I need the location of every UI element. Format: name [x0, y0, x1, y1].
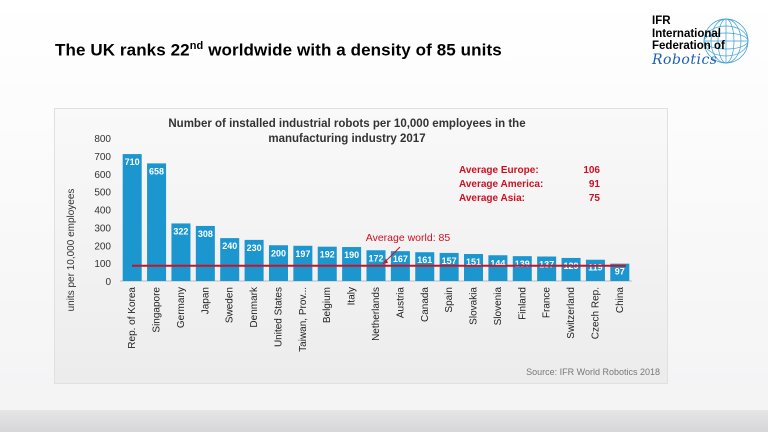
category-label: Czech Rep.	[590, 287, 601, 339]
bar	[488, 255, 508, 281]
average-asia-label: Average Asia:	[459, 193, 525, 204]
bar-value-label: 137	[539, 260, 554, 270]
category-label: Taiwan, Prov...	[298, 287, 309, 352]
bar	[561, 257, 581, 281]
bar-value-label: 240	[222, 241, 237, 251]
logo-federation: Federation of	[652, 40, 725, 52]
category-label: United States	[273, 287, 284, 347]
y-tick-label: 200	[94, 241, 111, 252]
bar-value-label: 322	[173, 226, 188, 236]
bar	[317, 246, 337, 281]
slide-title-rest: worldwide with a density of 85 units	[203, 40, 502, 60]
category-label: Belgium	[322, 287, 333, 323]
y-tick-label: 0	[105, 277, 111, 288]
category-label: Spain	[444, 287, 455, 313]
bar-value-label: 161	[417, 255, 432, 265]
category-label: Singapore	[152, 287, 163, 333]
source-note: Source: IFR World Robotics 2018	[526, 367, 660, 377]
average-america-value: 91	[589, 179, 601, 190]
y-tick-label: 100	[94, 259, 111, 270]
category-label: Finland	[517, 287, 528, 320]
average-europe-value: 106	[583, 165, 600, 176]
bar	[293, 245, 313, 281]
category-label: Japan	[200, 287, 211, 314]
y-tick-label: 700	[94, 152, 111, 163]
category-label: Rep. of Korea	[127, 287, 138, 349]
average-europe-label: Average Europe:	[459, 165, 539, 176]
slide-title: The UK ranks 22nd worldwide with a densi…	[55, 40, 502, 61]
bar-value-label: 119	[588, 263, 603, 273]
y-tick-label: 800	[94, 134, 111, 145]
bar-value-label: 192	[320, 250, 335, 260]
bar-value-label: 197	[295, 249, 310, 259]
y-tick-label: 400	[94, 206, 111, 217]
category-label: Netherlands	[371, 287, 382, 341]
bar	[512, 256, 532, 281]
bar	[342, 247, 362, 281]
average-america-label: Average America:	[459, 179, 543, 190]
average-asia-value: 75	[589, 193, 601, 204]
y-tick-label: 300	[94, 223, 111, 234]
bar	[147, 163, 167, 281]
bar-value-label: 144	[490, 258, 505, 268]
chart-title-line-2: manufacturing industry 2017	[268, 133, 425, 145]
logo-international: International	[652, 27, 722, 40]
bar-value-label: 157	[442, 256, 457, 266]
category-label: Denmark	[249, 286, 260, 328]
bar	[537, 256, 557, 281]
y-axis-label: units per 10,000 employees	[66, 189, 77, 312]
logo-ifr: IFR	[652, 15, 671, 27]
y-tick-label: 500	[94, 188, 111, 199]
average-world-arrowhead	[383, 258, 388, 264]
category-label: Slovakia	[469, 287, 480, 325]
category-label: Switzerland	[566, 287, 577, 339]
bar	[439, 252, 459, 281]
bar-value-label: 710	[125, 157, 140, 167]
bar-value-label: 308	[198, 229, 213, 239]
slide-title-ordinal: nd	[189, 40, 204, 52]
bar-value-label: 167	[393, 254, 408, 264]
bar-value-label: 200	[271, 248, 286, 258]
bar	[464, 254, 484, 281]
category-label: China	[615, 287, 626, 314]
bar-value-label: 172	[368, 253, 383, 263]
bar	[268, 245, 288, 281]
average-world-label: Average world: 85	[366, 232, 451, 244]
bar-value-label: 151	[466, 257, 481, 267]
slide-title-main: The UK ranks 22	[55, 40, 190, 60]
y-tick-label: 600	[94, 170, 111, 181]
category-label: Austria	[395, 287, 406, 319]
footer-bar	[0, 410, 768, 432]
ifr-logo: IFR International Federation of Robotics	[652, 15, 762, 75]
bar-value-label: 230	[247, 243, 262, 253]
category-label: Italy	[347, 287, 358, 305]
category-label: Slovenia	[493, 287, 504, 326]
category-label: France	[542, 287, 553, 319]
bar-value-label: 658	[149, 166, 164, 176]
bar	[195, 225, 215, 281]
category-label: Canada	[420, 287, 431, 322]
bar-value-label: 190	[344, 250, 359, 260]
bar	[122, 154, 142, 281]
globe-icon	[703, 18, 749, 64]
bar	[610, 263, 630, 281]
bar-value-label: 97	[615, 267, 625, 277]
bar	[220, 238, 240, 281]
chart-title-line-1: Number of installed industrial robots pe…	[168, 118, 525, 130]
category-label: Germany	[176, 287, 187, 328]
logo-robotics: Robotics	[652, 51, 718, 68]
bar	[244, 239, 264, 281]
category-label: Sweden	[225, 287, 236, 323]
bar-value-label: 139	[515, 259, 530, 269]
